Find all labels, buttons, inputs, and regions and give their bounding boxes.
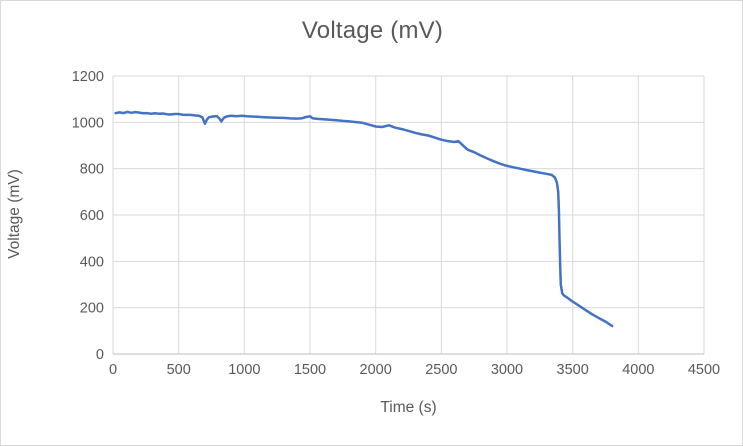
y-tick-label: 1200 xyxy=(72,69,104,85)
x-tick-label: 4000 xyxy=(622,362,654,378)
y-tick-label: 200 xyxy=(80,301,104,317)
y-axis-title: Voltage (mV) xyxy=(6,169,23,259)
x-tick-label: 3500 xyxy=(557,362,589,378)
x-tick-label: 1000 xyxy=(228,362,260,378)
x-tick-label: 4500 xyxy=(688,362,720,378)
x-tick-label: 2000 xyxy=(360,362,392,378)
chart-title: Voltage (mV) xyxy=(301,17,444,44)
y-tick-label: 600 xyxy=(80,208,104,224)
y-tick-label: 1000 xyxy=(72,115,104,131)
x-tick-label: 2500 xyxy=(425,362,457,378)
y-tick-label: 800 xyxy=(80,162,104,178)
x-tick-label: 0 xyxy=(109,362,117,378)
x-tick-label: 500 xyxy=(167,362,191,378)
x-tick-label: 1500 xyxy=(294,362,326,378)
x-tick-label: 3000 xyxy=(491,362,523,378)
y-tick-label: 0 xyxy=(96,347,104,363)
x-axis-title: Time (s) xyxy=(380,399,437,416)
voltage-series-line xyxy=(114,110,614,328)
y-tick-label: 400 xyxy=(80,254,104,270)
